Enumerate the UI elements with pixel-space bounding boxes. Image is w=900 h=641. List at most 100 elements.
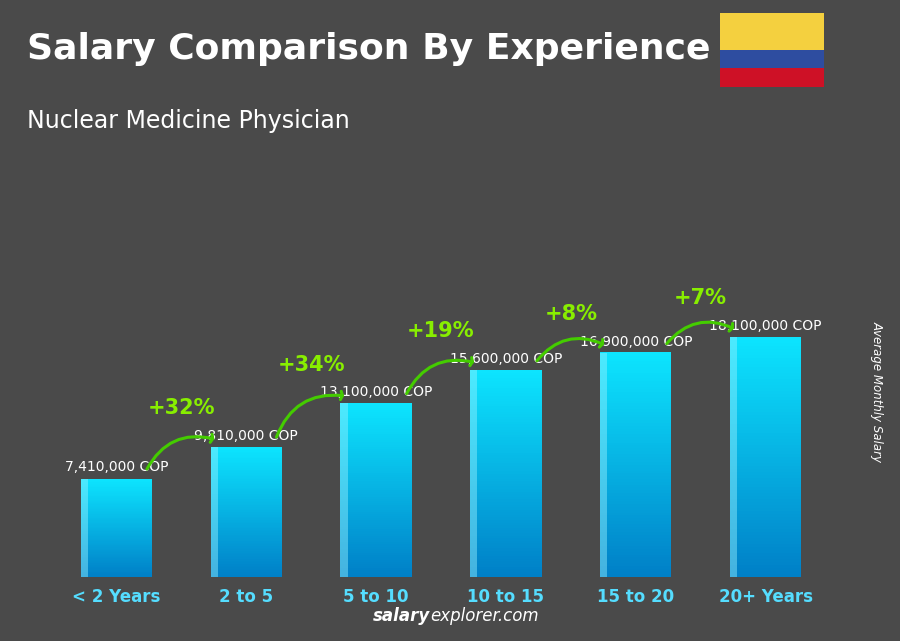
Bar: [340, 483, 412, 486]
Bar: [211, 563, 282, 565]
Bar: [600, 406, 671, 409]
Bar: [211, 533, 282, 535]
Bar: [470, 504, 542, 507]
Bar: [600, 358, 671, 362]
Bar: [340, 485, 412, 488]
Bar: [600, 495, 671, 499]
Bar: [211, 539, 282, 541]
Bar: [600, 515, 671, 518]
Bar: [211, 559, 282, 561]
Bar: [340, 551, 412, 553]
Bar: [81, 556, 152, 557]
Bar: [81, 531, 152, 533]
Bar: [600, 484, 671, 487]
Bar: [340, 449, 412, 451]
Bar: [470, 455, 542, 458]
Bar: [211, 523, 282, 525]
Bar: [600, 549, 671, 552]
Bar: [340, 568, 412, 570]
Bar: [470, 403, 542, 406]
Bar: [730, 399, 801, 403]
Bar: [730, 408, 801, 412]
Bar: [81, 538, 152, 540]
Bar: [340, 429, 412, 431]
Bar: [730, 535, 801, 538]
Bar: [470, 525, 542, 528]
Bar: [470, 540, 542, 544]
Bar: [340, 538, 412, 540]
Bar: [470, 517, 542, 520]
Bar: [340, 499, 412, 501]
Bar: [340, 563, 412, 566]
Bar: [340, 512, 412, 514]
Bar: [730, 397, 801, 400]
Bar: [600, 445, 671, 448]
Bar: [600, 397, 671, 401]
Bar: [600, 422, 671, 426]
Bar: [470, 563, 542, 567]
Bar: [600, 372, 671, 376]
Text: 15,600,000 COP: 15,600,000 COP: [450, 352, 562, 366]
Bar: [81, 542, 152, 544]
Bar: [211, 474, 282, 476]
Bar: [730, 370, 801, 373]
Bar: [600, 537, 671, 540]
Bar: [81, 514, 152, 515]
Bar: [340, 566, 412, 568]
Bar: [470, 501, 542, 504]
Bar: [730, 453, 801, 457]
Bar: [81, 507, 152, 508]
Bar: [730, 570, 801, 574]
Bar: [600, 560, 671, 563]
Text: +32%: +32%: [148, 398, 215, 418]
Bar: [600, 412, 671, 415]
Bar: [81, 545, 152, 546]
Bar: [730, 349, 801, 352]
Bar: [470, 499, 542, 502]
Bar: [470, 445, 542, 447]
Bar: [470, 390, 542, 394]
Bar: [211, 447, 218, 577]
Bar: [470, 494, 542, 497]
Bar: [470, 520, 542, 522]
Bar: [81, 479, 88, 577]
Bar: [340, 468, 412, 470]
Bar: [600, 462, 671, 465]
Bar: [211, 500, 282, 502]
Bar: [340, 522, 412, 525]
Bar: [211, 483, 282, 484]
Bar: [340, 553, 412, 555]
Bar: [600, 431, 671, 434]
Bar: [211, 535, 282, 537]
Bar: [600, 369, 671, 372]
Bar: [470, 411, 542, 414]
Bar: [340, 435, 412, 438]
Bar: [211, 451, 282, 453]
Bar: [470, 378, 542, 381]
Bar: [211, 469, 282, 471]
Bar: [730, 367, 801, 370]
Bar: [470, 488, 542, 492]
Bar: [340, 542, 412, 544]
Bar: [600, 451, 671, 454]
Bar: [730, 474, 801, 478]
Bar: [81, 565, 152, 567]
Bar: [470, 561, 542, 564]
Bar: [81, 554, 152, 556]
Bar: [730, 403, 801, 406]
Bar: [211, 515, 282, 517]
Bar: [211, 468, 282, 470]
Text: +19%: +19%: [407, 321, 475, 342]
Bar: [600, 554, 671, 557]
Bar: [600, 523, 671, 526]
Bar: [81, 482, 152, 483]
Bar: [600, 355, 671, 358]
Bar: [730, 438, 801, 442]
Bar: [470, 548, 542, 551]
Bar: [600, 439, 671, 442]
Bar: [720, 68, 824, 87]
Bar: [340, 403, 412, 406]
Bar: [470, 440, 542, 442]
Bar: [81, 567, 152, 569]
Bar: [730, 544, 801, 547]
